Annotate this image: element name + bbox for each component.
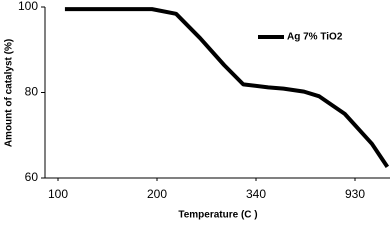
x-tick-label: 100 (48, 187, 68, 201)
x-tick-label: 340 (246, 187, 266, 201)
y-tick-label: 80 (25, 85, 39, 99)
y-axis-label: Amount of catalyst (%) (4, 39, 15, 147)
legend-label: Ag 7% TiO2 (287, 32, 343, 43)
y-tick-label: 60 (25, 170, 39, 184)
x-tick-label: 200 (147, 187, 167, 201)
x-axis-label: Temperature (C ) (178, 210, 257, 221)
y-tick-label: 100 (18, 0, 38, 13)
x-tick-label: 930 (345, 187, 365, 201)
chart: Amount of catalyst (%) Temperature (C ) … (4, 0, 390, 221)
data-line (64, 7, 390, 168)
